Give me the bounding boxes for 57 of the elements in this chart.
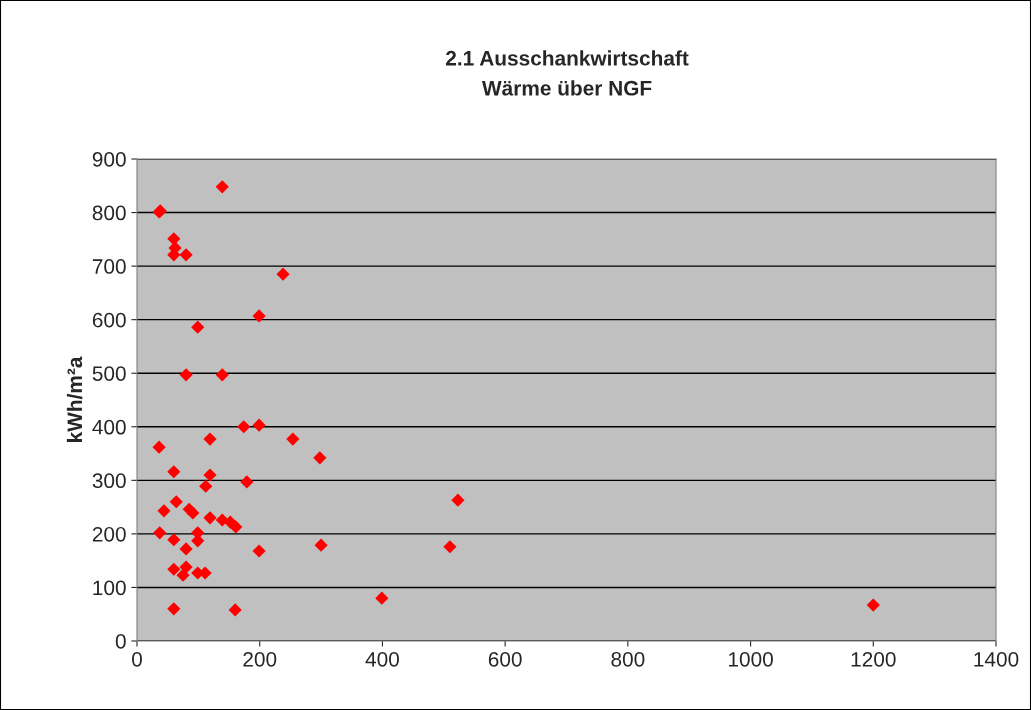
y-tick-label: 800 [92, 205, 126, 221]
point [176, 568, 190, 582]
point [215, 368, 229, 382]
x-tick-label: 200 [243, 651, 277, 667]
point [375, 591, 389, 605]
point [179, 542, 193, 556]
point [191, 534, 205, 548]
point [203, 432, 217, 446]
point [237, 420, 251, 434]
point [451, 493, 465, 507]
point [866, 598, 880, 612]
x-tick-label: 400 [365, 651, 399, 667]
point [169, 495, 183, 509]
chart-title: 2.1 Ausschankwirtschaft Wärme über NGF [446, 50, 689, 96]
point [167, 602, 181, 616]
point [157, 504, 171, 518]
point [286, 432, 300, 446]
y-tick-label: 100 [93, 580, 126, 596]
point [252, 418, 266, 432]
point [152, 440, 166, 454]
y-tick-label: 900 [92, 152, 126, 167]
x-tick-label: 0 [132, 651, 142, 667]
point [186, 506, 200, 520]
point [228, 603, 242, 617]
y-tick-label: 200 [92, 526, 126, 542]
point [167, 248, 181, 262]
point [191, 320, 205, 334]
x-tick-label: 800 [611, 651, 645, 667]
y-tick-label: 700 [92, 259, 126, 274]
point [199, 479, 213, 493]
x-tick-label: 600 [488, 651, 522, 667]
point [314, 538, 328, 552]
y-tick-label: 0 [115, 634, 126, 649]
point [313, 451, 327, 465]
point [443, 540, 457, 554]
point [276, 267, 290, 281]
x-tick-label: 1000 [728, 651, 773, 667]
point [252, 544, 266, 558]
y-tick-label: 500 [92, 366, 126, 381]
point [167, 465, 181, 479]
x-tick-label: 1200 [851, 651, 896, 667]
point [179, 368, 193, 382]
x-tick-label: 1400 [974, 651, 1019, 667]
point [167, 533, 181, 547]
point [240, 475, 254, 489]
y-axis-title: kWh/m²a [66, 356, 83, 442]
y-tick-label: 400 [92, 419, 126, 435]
point [229, 520, 243, 534]
point [215, 180, 229, 194]
point [203, 468, 217, 482]
point [252, 309, 266, 323]
point [167, 562, 181, 576]
point [203, 511, 217, 525]
y-tick-label: 600 [92, 312, 126, 328]
point [153, 526, 167, 540]
point [179, 248, 193, 262]
y-tick-label: 300 [92, 473, 126, 489]
